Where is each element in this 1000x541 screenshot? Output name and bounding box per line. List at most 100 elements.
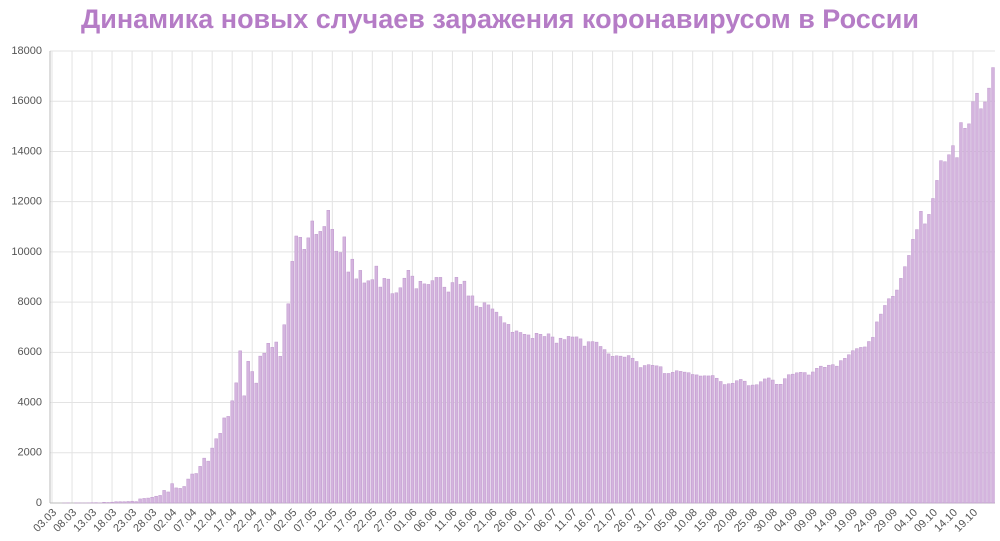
bar xyxy=(875,321,879,504)
bar xyxy=(322,226,326,504)
bar xyxy=(158,495,162,504)
bar xyxy=(634,361,639,504)
bar xyxy=(650,365,655,504)
bar xyxy=(707,375,711,504)
bar xyxy=(827,364,831,504)
bar xyxy=(959,122,963,504)
bar xyxy=(362,282,367,504)
bar xyxy=(290,261,294,504)
bar xyxy=(534,332,539,504)
bar xyxy=(410,275,415,504)
bar xyxy=(522,334,527,504)
bar xyxy=(122,501,126,504)
bar xyxy=(851,350,855,504)
bar xyxy=(574,336,579,504)
bar xyxy=(434,277,439,504)
bar xyxy=(763,378,767,504)
bar xyxy=(450,282,455,504)
bar xyxy=(530,338,535,504)
bar xyxy=(558,337,563,504)
bar xyxy=(330,229,334,504)
bar xyxy=(394,292,399,504)
bar xyxy=(767,377,771,504)
bar xyxy=(186,478,190,504)
bar xyxy=(490,308,495,504)
bar xyxy=(690,374,695,504)
bar xyxy=(935,180,939,504)
bar xyxy=(735,380,739,504)
bar xyxy=(703,375,707,504)
bar xyxy=(803,372,807,504)
bar xyxy=(494,311,499,504)
y-tick-label: 12000 xyxy=(11,196,42,208)
bar xyxy=(338,252,342,504)
bar xyxy=(310,220,314,504)
bar xyxy=(326,210,330,504)
bar xyxy=(747,385,751,504)
y-tick-label: 4000 xyxy=(18,396,42,408)
bar xyxy=(871,337,875,504)
bar xyxy=(482,302,487,504)
bar xyxy=(891,296,895,504)
bar xyxy=(426,284,431,504)
y-tick-label: 0 xyxy=(36,497,42,509)
bar xyxy=(979,108,983,504)
bar xyxy=(903,266,907,504)
bar xyxy=(594,341,599,504)
bar xyxy=(743,380,747,504)
bar xyxy=(911,239,915,504)
bar xyxy=(907,255,911,504)
bar xyxy=(775,383,779,504)
bar xyxy=(346,271,351,504)
y-tick-label: 16000 xyxy=(11,95,42,107)
bar xyxy=(514,330,519,504)
bar xyxy=(302,249,306,504)
bar xyxy=(638,367,643,504)
x-tick-label: 19.10 xyxy=(952,507,980,535)
bar xyxy=(839,360,843,504)
bar xyxy=(582,345,587,504)
bar xyxy=(382,278,387,504)
bar xyxy=(630,357,635,504)
bar xyxy=(666,373,671,504)
bar xyxy=(250,371,254,504)
bar xyxy=(939,160,943,504)
bar xyxy=(835,365,839,504)
bar xyxy=(242,395,246,504)
y-tick-label: 10000 xyxy=(11,246,42,258)
y-tick-label: 6000 xyxy=(18,346,42,358)
bar xyxy=(298,237,302,504)
bar xyxy=(378,286,383,504)
bar xyxy=(931,198,935,504)
bar xyxy=(598,346,603,504)
bar xyxy=(983,101,987,504)
bar xyxy=(578,338,583,504)
bar xyxy=(590,341,595,504)
bar xyxy=(478,307,483,504)
bar xyxy=(466,295,471,504)
bar xyxy=(899,278,903,504)
bar xyxy=(674,370,679,504)
bar xyxy=(418,280,423,504)
bar xyxy=(230,400,234,504)
bar xyxy=(606,353,611,504)
bar xyxy=(963,128,967,504)
bar xyxy=(222,417,226,504)
bar xyxy=(210,447,214,504)
bar xyxy=(919,211,923,504)
bar xyxy=(438,277,443,504)
bar xyxy=(206,460,210,504)
bar xyxy=(731,383,735,504)
bar xyxy=(134,501,138,504)
bar xyxy=(502,322,507,504)
bar xyxy=(811,371,815,504)
bar xyxy=(570,336,575,504)
bar xyxy=(350,258,355,504)
bar xyxy=(266,343,270,504)
bar xyxy=(947,154,951,504)
bar xyxy=(462,280,467,504)
bar xyxy=(855,348,859,504)
bar xyxy=(967,123,971,504)
bar xyxy=(294,235,298,504)
